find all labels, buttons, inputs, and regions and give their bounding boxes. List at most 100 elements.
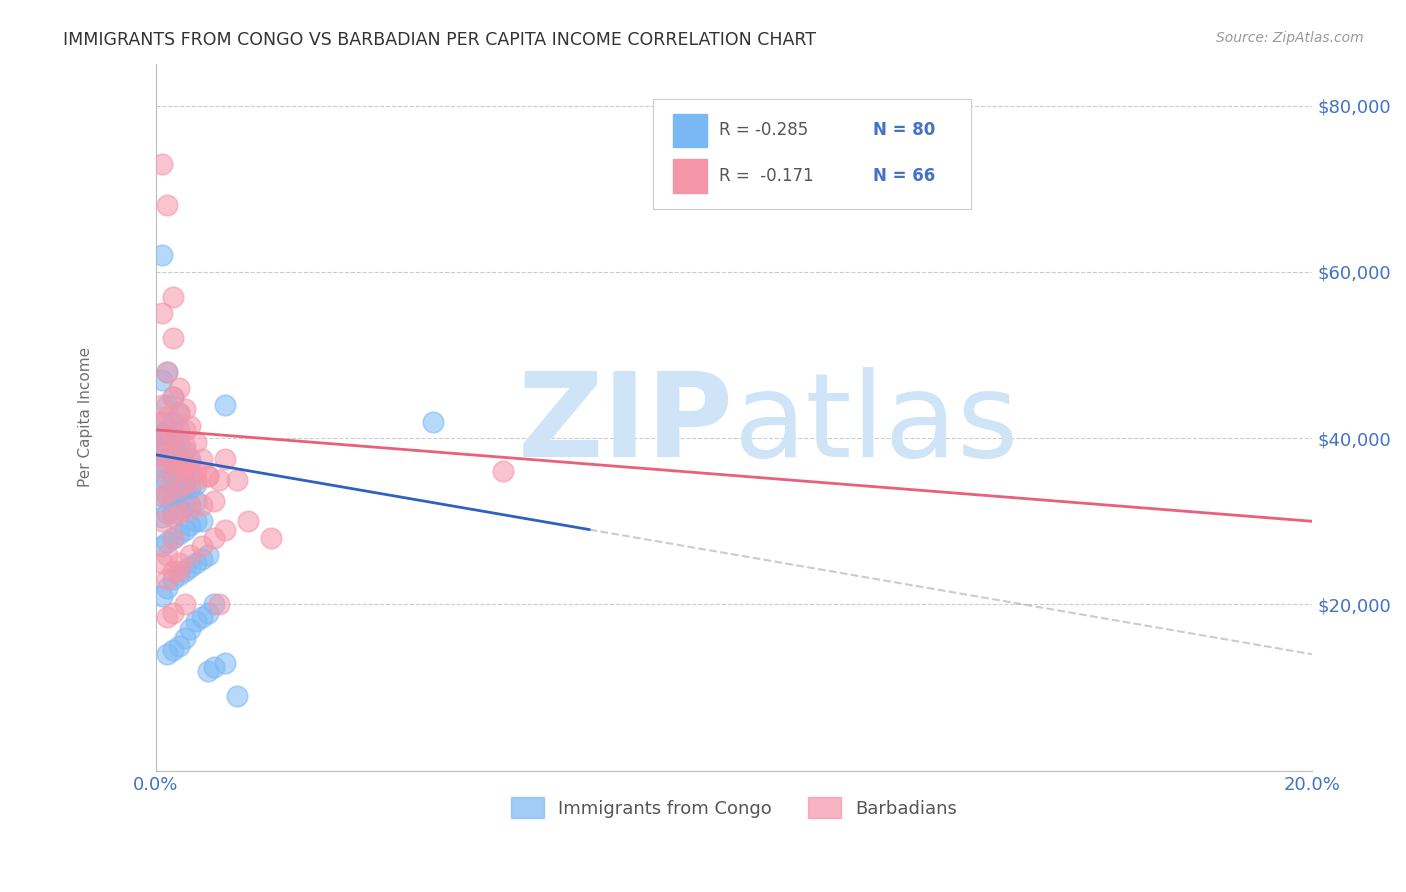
Point xyxy=(173,631,195,645)
Point xyxy=(150,539,173,553)
Point xyxy=(197,468,219,483)
Point xyxy=(179,452,201,467)
Point xyxy=(167,381,190,395)
Point xyxy=(167,639,190,653)
Point xyxy=(156,489,179,503)
Point xyxy=(173,564,195,578)
Point xyxy=(179,501,201,516)
Point xyxy=(167,485,190,500)
Point xyxy=(173,464,195,478)
Bar xyxy=(673,113,707,147)
Point xyxy=(197,664,219,678)
Point xyxy=(150,510,173,524)
Point xyxy=(186,514,208,528)
Point xyxy=(214,656,236,670)
Point xyxy=(179,481,201,495)
Point xyxy=(156,423,179,437)
Point xyxy=(156,431,179,445)
Point xyxy=(179,623,201,637)
Point xyxy=(238,514,260,528)
Point xyxy=(162,606,184,620)
Point xyxy=(167,481,190,495)
Point xyxy=(167,456,190,470)
Point xyxy=(191,551,214,566)
Point xyxy=(156,485,179,500)
Point xyxy=(162,464,184,478)
Point xyxy=(150,448,173,462)
Point xyxy=(156,365,179,379)
Point xyxy=(150,398,173,412)
Point xyxy=(162,448,184,462)
Point xyxy=(150,473,173,487)
Point xyxy=(173,443,195,458)
Point xyxy=(492,464,515,478)
Point xyxy=(162,506,184,520)
Text: IMMIGRANTS FROM CONGO VS BARBADIAN PER CAPITA INCOME CORRELATION CHART: IMMIGRANTS FROM CONGO VS BARBADIAN PER C… xyxy=(63,31,817,49)
Point xyxy=(214,398,236,412)
Point xyxy=(150,556,173,570)
Point xyxy=(150,431,173,445)
Point xyxy=(162,290,184,304)
Point xyxy=(156,535,179,549)
Point xyxy=(156,456,179,470)
Point xyxy=(162,643,184,657)
Point xyxy=(150,427,173,442)
Point xyxy=(179,456,201,470)
Point xyxy=(186,493,208,508)
FancyBboxPatch shape xyxy=(654,99,972,209)
Point xyxy=(167,506,190,520)
Point xyxy=(162,390,184,404)
Text: ZIP: ZIP xyxy=(517,367,734,482)
Point xyxy=(173,440,195,454)
Point xyxy=(150,373,173,387)
Text: N = 66: N = 66 xyxy=(873,167,935,185)
Point xyxy=(173,523,195,537)
Point xyxy=(191,514,214,528)
Point xyxy=(156,410,179,425)
Point xyxy=(186,556,208,570)
Point xyxy=(156,440,179,454)
Text: R = -0.285: R = -0.285 xyxy=(718,121,808,139)
Point xyxy=(167,406,190,420)
Point xyxy=(186,614,208,628)
Point xyxy=(150,431,173,445)
Point xyxy=(186,473,208,487)
Point xyxy=(208,598,231,612)
Point xyxy=(156,198,179,212)
Point xyxy=(156,548,179,562)
Point xyxy=(202,493,225,508)
Point xyxy=(191,498,214,512)
Point xyxy=(150,306,173,320)
Point xyxy=(162,431,184,445)
Point xyxy=(179,560,201,574)
Point xyxy=(179,418,201,433)
Point xyxy=(173,402,195,417)
Point xyxy=(167,564,190,578)
Point xyxy=(162,531,184,545)
Point xyxy=(156,573,179,587)
Point xyxy=(150,415,173,429)
Point xyxy=(150,589,173,603)
Point xyxy=(179,464,201,478)
Point xyxy=(156,431,179,445)
Point xyxy=(225,689,247,703)
Point xyxy=(191,452,214,467)
Point xyxy=(191,539,214,553)
Point xyxy=(197,468,219,483)
Point xyxy=(167,435,190,450)
Point xyxy=(150,415,173,429)
Point xyxy=(167,406,190,420)
Point xyxy=(162,456,184,470)
Point xyxy=(150,489,173,503)
Y-axis label: Per Capita Income: Per Capita Income xyxy=(79,347,93,487)
Point xyxy=(156,581,179,595)
Text: N = 80: N = 80 xyxy=(873,121,935,139)
Point xyxy=(167,423,190,437)
Point xyxy=(167,448,190,462)
Point xyxy=(173,460,195,475)
Point xyxy=(150,489,173,503)
Point xyxy=(179,498,201,512)
Point xyxy=(150,248,173,262)
Point xyxy=(162,440,184,454)
Point xyxy=(173,456,195,470)
